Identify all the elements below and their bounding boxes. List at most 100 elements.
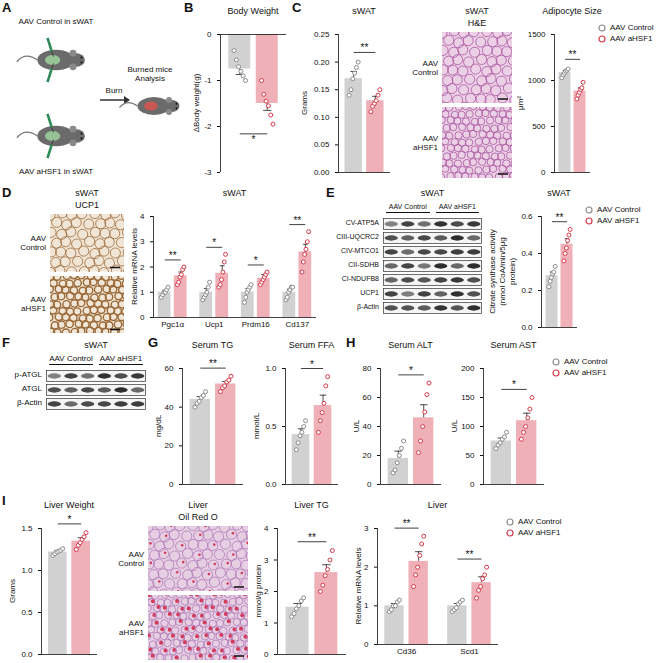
svg-text:0: 0 bbox=[140, 313, 145, 322]
svg-text:Grams: Grams bbox=[300, 91, 309, 115]
svg-text:μm²: μm² bbox=[516, 96, 525, 110]
svg-text:U/L: U/L bbox=[450, 419, 459, 432]
svg-text:U/L: U/L bbox=[352, 419, 361, 432]
svg-text:2: 2 bbox=[264, 587, 269, 596]
svg-text:0: 0 bbox=[541, 168, 546, 177]
svg-text:2: 2 bbox=[364, 563, 369, 572]
svg-text:0.0: 0.0 bbox=[21, 650, 33, 659]
svg-text:3: 3 bbox=[364, 524, 369, 533]
svg-text:500: 500 bbox=[532, 122, 546, 131]
svg-text:50: 50 bbox=[466, 451, 475, 460]
svg-text:0.25: 0.25 bbox=[314, 30, 330, 39]
svg-text:60: 60 bbox=[165, 364, 174, 373]
svg-text:0.5: 0.5 bbox=[265, 422, 277, 431]
svg-text:0.15: 0.15 bbox=[314, 85, 330, 94]
svg-text:1.0: 1.0 bbox=[21, 566, 33, 575]
svg-text:1000: 1000 bbox=[528, 76, 546, 85]
svg-text:**: ** bbox=[308, 532, 316, 543]
svg-text:Burn: Burn bbox=[106, 86, 123, 95]
svg-text:**: ** bbox=[169, 250, 177, 261]
svg-text:0.20: 0.20 bbox=[314, 58, 330, 67]
svg-text:ΔBody weight(g): ΔBody weight(g) bbox=[192, 73, 201, 132]
svg-text:*: * bbox=[254, 255, 258, 266]
svg-text:Relative mRNA levels: Relative mRNA levels bbox=[354, 548, 363, 625]
svg-text:**: ** bbox=[556, 212, 564, 223]
html-text:A: A bbox=[2, 0, 12, 15]
svg-text:Citrate synthase activity(nmol: Citrate synthase activity(nmol CoA/min/5… bbox=[488, 229, 517, 313]
svg-text:80: 80 bbox=[363, 364, 372, 373]
svg-text:*: * bbox=[310, 359, 314, 370]
svg-text:1: 1 bbox=[264, 619, 269, 628]
html-text:AAV aHSF1: AAV aHSF1 bbox=[413, 133, 438, 152]
svg-text:Grams: Grams bbox=[8, 579, 17, 603]
html-text:G: G bbox=[148, 335, 159, 350]
svg-text:AAV Control in sWAT: AAV Control in sWAT bbox=[19, 17, 94, 26]
svg-text:Cd137: Cd137 bbox=[286, 320, 310, 329]
svg-text:Cd36: Cd36 bbox=[397, 647, 417, 656]
svg-text:1: 1 bbox=[140, 288, 145, 297]
svg-text:*: * bbox=[68, 514, 72, 525]
svg-text:Relative mRNA levels: Relative mRNA levels bbox=[130, 228, 139, 305]
html-text:AAV aHSF1: AAV aHSF1 bbox=[21, 295, 46, 314]
html-text:AAV Control: AAV Control bbox=[118, 549, 144, 568]
svg-text:*: * bbox=[212, 237, 216, 248]
svg-text:0.4: 0.4 bbox=[521, 249, 533, 258]
svg-text:3: 3 bbox=[264, 556, 269, 565]
svg-text:2: 2 bbox=[140, 263, 145, 272]
svg-text:**: ** bbox=[569, 49, 577, 60]
svg-text:*: * bbox=[252, 134, 256, 145]
svg-text:**: ** bbox=[403, 518, 411, 529]
svg-text:0.05: 0.05 bbox=[314, 140, 330, 149]
svg-text:mmol/g protein: mmol/g protein bbox=[254, 565, 263, 618]
svg-text:0.5: 0.5 bbox=[21, 608, 33, 617]
svg-text:60: 60 bbox=[363, 393, 372, 402]
svg-text:4: 4 bbox=[140, 212, 145, 221]
svg-text:0.6: 0.6 bbox=[521, 212, 533, 221]
svg-text:0.00: 0.00 bbox=[314, 168, 330, 177]
svg-text:-3: -3 bbox=[204, 168, 212, 177]
html-text:AAV Control: AAV Control bbox=[20, 233, 46, 252]
svg-text:0: 0 bbox=[470, 480, 475, 489]
svg-text:0: 0 bbox=[169, 480, 174, 489]
svg-text:0: 0 bbox=[367, 480, 372, 489]
svg-text:**: ** bbox=[466, 549, 474, 560]
svg-text:100: 100 bbox=[461, 422, 475, 431]
html-text:B: B bbox=[184, 0, 194, 15]
svg-text:1.0: 1.0 bbox=[265, 364, 277, 373]
svg-text:0.2: 0.2 bbox=[521, 286, 533, 295]
svg-text:3: 3 bbox=[140, 237, 145, 246]
svg-text:40: 40 bbox=[165, 403, 174, 412]
svg-text:Prdm16: Prdm16 bbox=[242, 320, 271, 329]
svg-text:1.5: 1.5 bbox=[21, 524, 33, 533]
svg-text:0.0: 0.0 bbox=[521, 323, 533, 332]
svg-text:-2: -2 bbox=[204, 122, 212, 131]
svg-text:Burned miceAnalysis: Burned miceAnalysis bbox=[128, 65, 173, 83]
svg-text:AAV aHSF1 in sWAT: AAV aHSF1 in sWAT bbox=[19, 167, 93, 176]
svg-text:**: ** bbox=[361, 42, 369, 53]
svg-text:1500: 1500 bbox=[528, 30, 546, 39]
svg-text:1: 1 bbox=[364, 601, 369, 610]
html-text:AAV Control: AAV Control bbox=[412, 58, 438, 77]
svg-text:0: 0 bbox=[207, 30, 212, 39]
svg-text:0.0: 0.0 bbox=[265, 480, 277, 489]
svg-text:0: 0 bbox=[364, 640, 369, 649]
svg-text:mg/dL: mg/dL bbox=[154, 414, 163, 437]
svg-text:200: 200 bbox=[461, 364, 475, 373]
svg-text:0.10: 0.10 bbox=[314, 113, 330, 122]
svg-text:20: 20 bbox=[165, 441, 174, 450]
svg-text:4: 4 bbox=[264, 524, 269, 533]
svg-text:Pgc1α: Pgc1α bbox=[161, 320, 184, 329]
svg-text:Ucp1: Ucp1 bbox=[205, 320, 224, 329]
svg-text:Scd1: Scd1 bbox=[460, 647, 479, 656]
svg-text:*: * bbox=[409, 365, 413, 376]
svg-text:-1: -1 bbox=[204, 76, 212, 85]
svg-text:mmol/L: mmol/L bbox=[252, 412, 261, 439]
svg-text:*: * bbox=[512, 379, 516, 390]
html-text:AAV aHSF1: AAV aHSF1 bbox=[119, 618, 144, 637]
svg-text:40: 40 bbox=[363, 422, 372, 431]
svg-text:0: 0 bbox=[264, 650, 269, 659]
svg-text:150: 150 bbox=[461, 393, 475, 402]
svg-text:20: 20 bbox=[363, 451, 372, 460]
svg-text:**: ** bbox=[209, 358, 217, 369]
svg-text:**: ** bbox=[293, 215, 301, 226]
